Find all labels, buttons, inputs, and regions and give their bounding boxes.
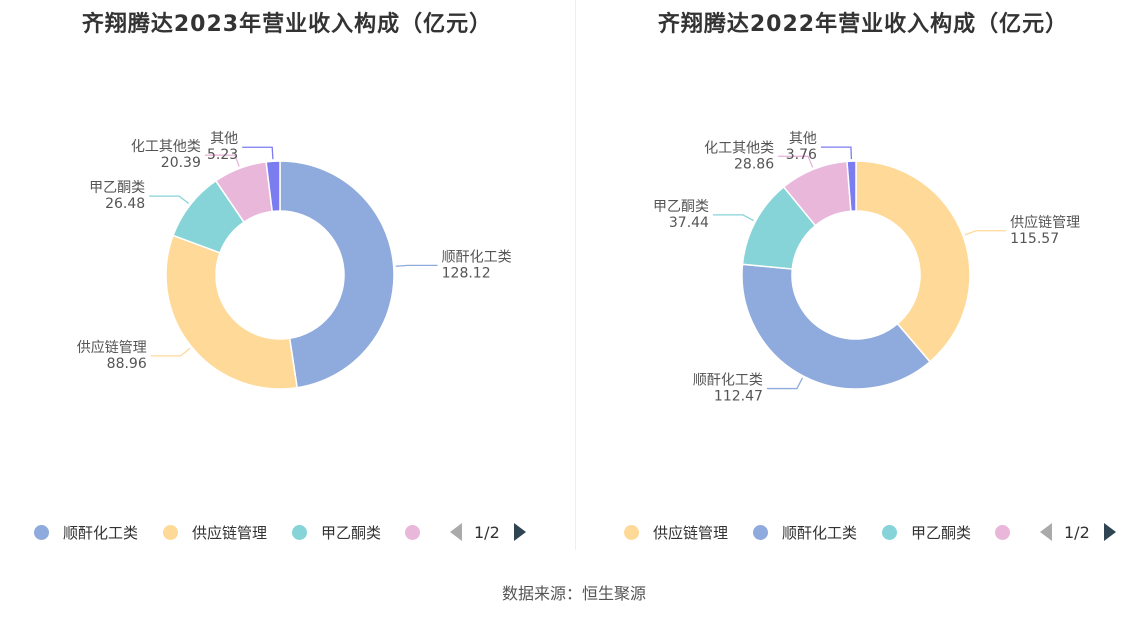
- previous-page-icon[interactable]: [1040, 523, 1052, 541]
- label-leader-line: [820, 146, 853, 160]
- slice-label: 化工其他类: [704, 140, 774, 156]
- legend-label: 顺酐化工类: [782, 523, 858, 542]
- legend-item[interactable]: 供应链管理: [163, 518, 267, 546]
- next-page-icon[interactable]: [513, 523, 526, 541]
- legend-marker: [624, 524, 639, 540]
- legend-item[interactable]: 顺酐化工类: [34, 518, 138, 546]
- label-leader-line: [149, 195, 190, 205]
- legend-item[interactable]: 顺酐化工类: [753, 518, 857, 546]
- legend-label: 甲乙酮类: [321, 523, 382, 542]
- label-leader-line: [150, 347, 191, 357]
- donut-slice[interactable]: [741, 263, 931, 390]
- label-leader-line: [712, 214, 754, 222]
- label-leader-line: [778, 155, 814, 168]
- legend-label: 甲乙酮类: [911, 523, 972, 542]
- slice-label: 甲乙酮类: [89, 180, 145, 196]
- slice-label: 其他: [210, 131, 238, 147]
- slice-value-label: 88.96: [107, 356, 147, 372]
- chart-panel-2022: 齐翔腾达2022年营业收入构成（亿元） 供应链管理 115.57 顺酐化工类 112.…: [576, 0, 1148, 560]
- chart-title: 齐翔腾达2023年营业收入构成（亿元）: [81, 12, 493, 37]
- slice-value-label: 20.39: [161, 155, 201, 171]
- slice-label: 顺酐化工类: [442, 249, 512, 265]
- legend-marker: [882, 524, 897, 540]
- chart-title: 齐翔腾达2022年营业收入构成（亿元）: [657, 12, 1069, 37]
- legend-item[interactable]: [405, 518, 434, 546]
- chart-legend: 顺酐化工类 供应链管理 甲乙酮类 1/2: [0, 518, 574, 546]
- legend-label: 供应链管理: [653, 523, 729, 542]
- legend-label: 顺酐化工类: [63, 523, 139, 542]
- label-leader-line: [242, 146, 274, 160]
- slice-label: 其他: [789, 131, 817, 147]
- label-leader-line: [395, 264, 438, 267]
- label-leader-line: [204, 154, 240, 167]
- slice-label: 化工其他类: [131, 139, 201, 155]
- label-leader-line: [964, 230, 1007, 236]
- legend-marker: [292, 524, 307, 540]
- legend-item[interactable]: 供应链管理: [624, 518, 728, 546]
- slice-value-label: 115.57: [1010, 231, 1059, 247]
- legend-page-indicator: 1/2: [474, 522, 500, 542]
- slice-label: 供应链管理: [77, 339, 147, 356]
- slice-label: 顺酐化工类: [693, 373, 763, 389]
- next-page-icon[interactable]: [1103, 523, 1116, 541]
- legend-marker: [405, 524, 420, 540]
- legend-label: 供应链管理: [192, 523, 268, 542]
- legend-pager: 1/2: [450, 518, 526, 546]
- slice-value-label: 37.44: [669, 215, 709, 231]
- donut-slice[interactable]: [855, 160, 971, 363]
- donut-slice[interactable]: [279, 160, 395, 389]
- legend-pager: 1/2: [1040, 518, 1116, 546]
- slice-value-label: 5.23: [207, 147, 238, 163]
- chart-panel-2023: 齐翔腾达2023年营业收入构成（亿元） 顺酐化工类 128.12 供应链管理 88.9…: [0, 0, 574, 560]
- data-source-note: 数据来源：恒生聚源: [501, 584, 646, 603]
- chart-legend: 供应链管理 顺酐化工类 甲乙酮类 1/2: [576, 518, 1148, 546]
- legend-marker: [163, 524, 178, 540]
- donut-slice[interactable]: [846, 160, 857, 213]
- donut-slice[interactable]: [165, 234, 299, 390]
- slice-value-label: 3.76: [786, 147, 817, 163]
- legend-marker: [995, 524, 1010, 540]
- legend-page-indicator: 1/2: [1064, 522, 1090, 542]
- slice-value-label: 26.48: [105, 196, 145, 212]
- slice-label: 供应链管理: [1010, 214, 1080, 231]
- slice-label: 甲乙酮类: [653, 199, 709, 215]
- panel-divider: [575, 0, 576, 550]
- legend-item[interactable]: [995, 518, 1024, 546]
- previous-page-icon[interactable]: [450, 523, 462, 541]
- legend-marker: [753, 524, 768, 540]
- slice-value-label: 112.47: [714, 389, 763, 405]
- label-leader-line: [766, 377, 804, 390]
- legend-item[interactable]: 甲乙酮类: [882, 518, 971, 546]
- legend-marker: [34, 524, 49, 540]
- donut-slice[interactable]: [265, 160, 281, 213]
- legend-item[interactable]: 甲乙酮类: [292, 518, 381, 546]
- slice-value-label: 28.86: [734, 156, 774, 172]
- slice-value-label: 128.12: [442, 265, 491, 281]
